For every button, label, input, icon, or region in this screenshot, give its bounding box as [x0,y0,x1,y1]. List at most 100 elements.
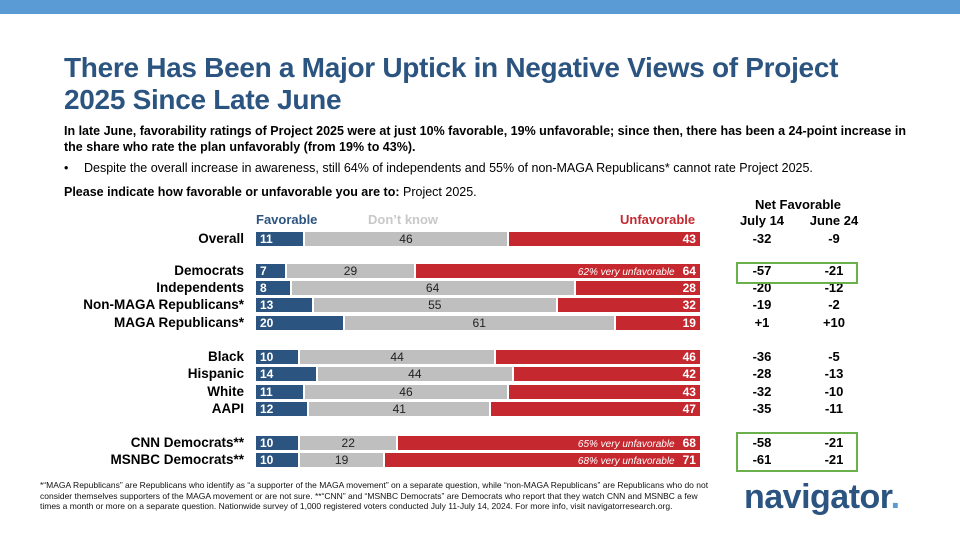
data-label-don-t-know-maga-republicans: 61 [472,316,486,330]
data-label-don-t-know-msnbc-democrats: 19 [334,453,349,467]
net-july14-maga-republicans: +1 [754,315,770,330]
net-june24-black: -5 [828,349,840,364]
bar-unfavorable-white: 43 [509,385,700,399]
bar-don-t-know-democrats: 29 [287,264,414,278]
subtitle: In late June, favorability ratings of Pr… [64,124,906,154]
net-june24-aapi: -11 [824,401,844,416]
net-june24-democrats: -21 [824,263,844,278]
row-label-black: Black [207,349,244,364]
bar-unfavorable-maga-republicans: 19 [615,316,700,330]
bar-unfavorable-hispanic: 42 [513,367,700,381]
net-july14-msnbc-democrats: -61 [752,452,772,467]
data-label-don-t-know-non-maga-republicans: 55 [428,298,442,312]
bar-favorable-independents: 8 [256,281,290,295]
net-july14-overall: -32 [752,231,772,246]
bar-unfavorable-independents: 28 [575,281,700,295]
data-label-unfavorable-black: 46 [682,350,696,364]
bar-unfavorable-democrats: 62% very unfavorable 64 [415,264,700,278]
data-label-don-t-know-white: 46 [399,385,413,399]
net-july14-hispanic: -28 [752,366,772,381]
data-label-don-t-know-overall: 46 [399,232,413,246]
bar-unfavorable-cnn-democrats: 65% very unfavorable 68 [398,436,700,450]
data-label-favorable-overall: 11 [260,232,273,246]
legend-dont-know: Don’t know [368,212,439,227]
bar-favorable-aapi: 12 [256,402,308,416]
data-label-unfavorable-overall: 43 [682,232,696,246]
navigator-logo: navigator. [744,478,900,517]
net-june24-hispanic: -13 [824,366,844,381]
bar-don-t-know-white: 46 [304,385,508,399]
row-label-non-maga-republicans: Non-MAGA Republicans* [83,297,244,312]
data-label-favorable-non-maga-republicans: 13 [260,298,274,312]
bar-favorable-msnbc-democrats: 10 [256,453,299,467]
net-col-june24: June 24 [809,213,859,228]
bar-favorable-overall: 11 [256,232,303,246]
bullet-text: Despite the overall increase in awarenes… [84,161,813,175]
bar-don-t-know-msnbc-democrats: 19 [300,453,383,467]
legend-favorable: Favorable [256,212,318,227]
data-label-favorable-msnbc-democrats: 10 [260,453,274,467]
data-label-don-t-know-aapi: 41 [392,402,406,416]
highlight-box-cable-democrats [736,432,858,472]
question-label: Please indicate how favorable or unfavor… [64,185,400,199]
bullet-note: • Despite the overall increase in awarene… [64,161,813,175]
highlight-box-democrats [736,262,858,284]
net-col-july14: July 14 [739,213,785,228]
data-label-unfavorable-hispanic: 42 [682,367,696,381]
net-june24-maga-republicans: +10 [822,315,846,330]
logo-text: navigator [744,478,891,516]
bar-favorable-democrats: 7 [256,264,286,278]
bar-don-t-know-cnn-democrats: 22 [300,436,397,450]
bar-don-t-know-non-maga-republicans: 55 [313,298,556,312]
data-label-favorable-hispanic: 14 [260,367,274,381]
data-label-don-t-know-cnn-democrats: 22 [341,436,355,450]
bar-unfavorable-overall: 43 [509,232,700,246]
bar-unfavorable-aapi: 47 [491,402,700,416]
net-july14-democrats: -57 [752,263,772,278]
bar-favorable-maga-republicans: 20 [256,316,343,330]
bar-favorable-cnn-democrats: 10 [256,436,299,450]
net-july14-cnn-democrats: -58 [752,435,772,450]
question-text: Project 2025. [403,185,477,199]
data-label-don-t-know-hispanic: 44 [408,367,422,381]
data-label-favorable-black: 10 [260,350,274,364]
annotation-democrats: 62% very unfavorable [577,267,675,278]
data-label-favorable-maga-republicans: 20 [260,316,274,330]
footnote: *“MAGA Republicans” are Republicans who … [40,480,709,511]
row-label-white: White [207,384,244,399]
page-title: There Has Been a Major Uptick in Negativ… [64,52,839,115]
data-label-unfavorable-non-maga-republicans: 32 [682,298,696,312]
net-june24-white: -10 [824,384,844,399]
data-label-don-t-know-independents: 64 [425,281,440,295]
data-label-unfavorable-independents: 28 [682,281,696,295]
bar-unfavorable-black: 46 [495,350,700,364]
legend-unfavorable: Unfavorable [620,212,696,227]
net-june24-msnbc-democrats: -21 [824,452,844,467]
bar-unfavorable-msnbc-democrats: 68% very unfavorable 71 [384,453,700,467]
row-label-overall: Overall [198,231,244,246]
data-label-unfavorable-maga-republicans: 19 [682,316,696,330]
annotation-msnbc-democrats: 68% very unfavorable [577,456,675,467]
data-label-unfavorable-white: 43 [682,385,696,399]
bar-favorable-non-maga-republicans: 13 [256,298,312,312]
net-july14-aapi: -35 [752,401,772,416]
bar-don-t-know-independents: 64 [291,281,574,295]
net-july14-black: -36 [752,349,772,364]
data-label-unfavorable-aapi: 47 [682,402,696,416]
bar-favorable-white: 11 [256,385,303,399]
row-label-aapi: AAPI [211,401,244,416]
bar-don-t-know-hispanic: 44 [318,367,512,381]
data-label-favorable-white: 11 [260,385,273,399]
bar-unfavorable-non-maga-republicans: 32 [557,298,700,312]
row-label-cnn-democrats: CNN Democrats** [130,435,244,450]
bar-don-t-know-black: 44 [300,350,494,364]
bar-don-t-know-maga-republicans: 61 [344,316,614,330]
data-label-unfavorable-msnbc-democrats: 71 [682,453,696,467]
bar-favorable-hispanic: 14 [256,367,317,381]
row-label-maga-republicans: MAGA Republicans* [113,315,244,330]
data-label-favorable-aapi: 12 [260,402,274,416]
net-june24-overall: -9 [828,231,840,246]
top-accent-bar [0,0,960,14]
net-june24-cnn-democrats: -21 [824,435,844,450]
logo-dot: . [890,478,900,516]
